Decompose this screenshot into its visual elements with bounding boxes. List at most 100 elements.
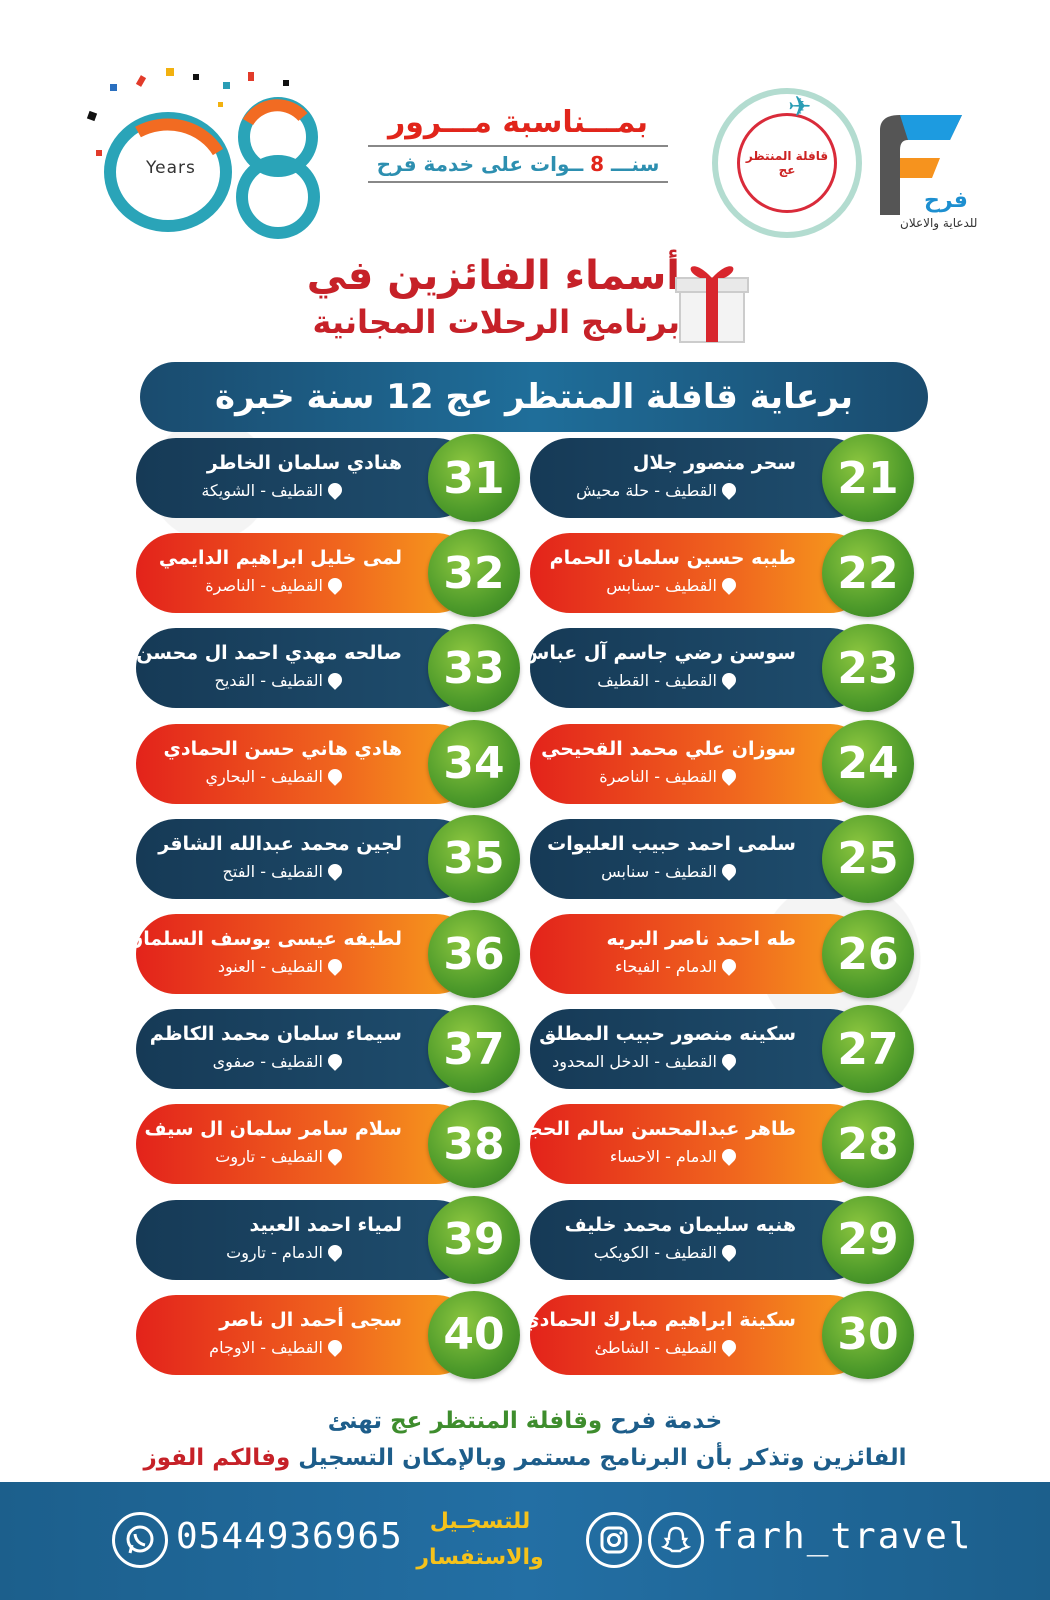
instagram-icon[interactable] bbox=[586, 1512, 642, 1568]
winner-card: سوسن رضي جاسم آل عباس القطيف - القطيف 23 bbox=[523, 624, 914, 713]
winner-pill: لجين محمد عبدالله الشاقر القطيف - الفتح bbox=[136, 818, 476, 899]
winner-location-text: القطيف - العنود bbox=[217, 957, 323, 976]
winner-pill: سوزان علي محمد القحيحي القطيف - الناصرة bbox=[530, 723, 870, 804]
winner-card: هادي هاني حسن الحمادي القطيف - البحاري 34 bbox=[136, 719, 520, 808]
location-pin-icon bbox=[719, 575, 739, 596]
page-title: أسماء الفائزين في برنامج الرحلات المجاني… bbox=[300, 250, 680, 342]
winner-location: الدمام - الاحساء bbox=[546, 1144, 796, 1170]
winner-location-text: القطيف -سنابس bbox=[606, 576, 717, 596]
location-pin-icon bbox=[719, 1146, 739, 1167]
location-pin-icon bbox=[325, 1336, 345, 1357]
social-handle[interactable]: farh_travel bbox=[712, 1516, 973, 1557]
snapchat-icon[interactable] bbox=[648, 1512, 704, 1568]
location-pin-icon bbox=[719, 1336, 739, 1357]
location-pin-icon bbox=[719, 670, 739, 691]
winner-card: طه احمد ناصر البريه الدمام - الفيحاء 26 bbox=[530, 910, 914, 998]
winner-name: طه احمد ناصر البريه bbox=[606, 928, 796, 950]
winner-name: لمى خليل ابراهيم الدايمي bbox=[158, 547, 402, 570]
winner-card: سلام سامر سلمان ال سيف القطيف - تاروت 38 bbox=[136, 1100, 520, 1189]
title-line-1: أسماء الفائزين في bbox=[306, 253, 680, 299]
winner-number-badge: 32 bbox=[428, 529, 520, 618]
brand-f-icon bbox=[880, 115, 962, 215]
location-pin-icon bbox=[719, 956, 739, 976]
winner-name: هنيه سليمان محمد خليف bbox=[564, 1213, 796, 1236]
winner-number-badge: 23 bbox=[822, 624, 914, 713]
location-pin-icon bbox=[325, 1146, 345, 1167]
occasion-banner: بمـــناسبة مـــرور سنـــ 8 ــوات على خدم… bbox=[358, 105, 678, 187]
location-pin-icon bbox=[325, 1051, 345, 1072]
winner-location: القطيف - العنود bbox=[152, 954, 402, 980]
winner-name: سكينه منصور حبيب المطلق bbox=[539, 1023, 796, 1046]
congrats-line-1-c: تهنئ bbox=[327, 1408, 391, 1434]
congrats-line-2: الفائزين وتذكر بأن البرنامج مستمر وبالإم… bbox=[0, 1438, 1050, 1478]
winner-location-text: الدمام - الفيحاء bbox=[615, 957, 717, 976]
winner-pill: سوسن رضي جاسم آل عباس القطيف - القطيف bbox=[523, 628, 870, 709]
congrats-line-1-highlight: وقافلة المنتظر عج bbox=[390, 1408, 603, 1434]
winner-name: هنادي سلمان الخاطر bbox=[206, 452, 402, 474]
location-pin-icon bbox=[325, 1241, 345, 1262]
location-pin-icon bbox=[719, 1241, 739, 1262]
winner-number-badge: 21 bbox=[822, 434, 914, 522]
winner-location-text: القطيف - الفتح bbox=[222, 861, 323, 881]
winner-card: لمياء احمد العبيد الدمام - تاروت 39 bbox=[136, 1195, 520, 1284]
winner-location: القطيف - الناصرة bbox=[546, 764, 796, 790]
winner-location-text: الدمام - تاروت bbox=[226, 1242, 323, 1262]
winner-card: طيبه حسين سلمان الحمام القطيف -سنابس 22 bbox=[530, 529, 914, 618]
winner-number-badge: 39 bbox=[428, 1195, 520, 1284]
winner-card: لجين محمد عبدالله الشاقر القطيف - الفتح 35 bbox=[136, 814, 520, 903]
winner-pill: سيماء سلمان محمد الكاظم القطيف - صفوى bbox=[136, 1009, 476, 1090]
sponsor-banner: برعاية قافلة المنتظر عج 12 سنة خبرة bbox=[140, 362, 928, 432]
winner-name: سجى أحمد ال ناصر bbox=[219, 1308, 402, 1331]
winner-pill: سكينة ابراهيم مبارك الحمادي القطيف - الشا… bbox=[522, 1294, 870, 1375]
winner-card: سلمى احمد حبيب العليوات القطيف - سنابس 25 bbox=[530, 814, 914, 903]
winner-location: القطيف - صفوى bbox=[152, 1049, 402, 1075]
whatsapp-icon[interactable] bbox=[112, 1512, 168, 1568]
congrats-line-2-highlight: وفالكم الفوز bbox=[143, 1445, 291, 1471]
congrats-line-1: خدمة فرح وقافلة المنتظر عج تهنئ bbox=[0, 1404, 1050, 1438]
winner-number-badge: 24 bbox=[822, 719, 914, 808]
phone-number[interactable]: 0544936965 bbox=[176, 1516, 403, 1557]
winner-pill: سجى أحمد ال ناصر القطيف - الاوجام bbox=[136, 1294, 476, 1375]
winner-card: سجى أحمد ال ناصر القطيف - الاوجام 40 bbox=[136, 1290, 520, 1379]
winner-name: لمياء احمد العبيد bbox=[249, 1213, 402, 1236]
winner-name: سوسن رضي جاسم آل عباس bbox=[523, 642, 796, 665]
winner-name: هادي هاني حسن الحمادي bbox=[163, 737, 402, 760]
winner-location: الدمام - تاروت bbox=[152, 1240, 402, 1266]
airplane-icon: ✈ bbox=[788, 90, 812, 123]
winner-location: الدمام - الفيحاء bbox=[546, 954, 796, 980]
winner-pill: طيبه حسين سلمان الحمام القطيف -سنابس bbox=[530, 533, 870, 614]
winner-number-badge: 38 bbox=[428, 1100, 520, 1189]
brand-tagline: للدعاية والاعلان bbox=[900, 216, 978, 230]
partner-logo-ring: قافلة المنتظر عج bbox=[737, 113, 837, 213]
winner-location-text: القطيف - الناصرة bbox=[205, 576, 323, 596]
winner-location: القطيف - الناصرة bbox=[152, 573, 402, 599]
winner-name: سلام سامر سلمان ال سيف bbox=[144, 1118, 403, 1141]
location-pin-icon bbox=[325, 575, 345, 596]
winner-pill: طاهر عبدالمحسن سالم الحجاب الدمام - الاحس… bbox=[503, 1104, 870, 1185]
divider bbox=[368, 181, 668, 183]
winner-location-text: القطيف - الدخل المحدود bbox=[552, 1052, 717, 1072]
winner-number-badge: 29 bbox=[822, 1195, 914, 1284]
winner-location: القطيف - تاروت bbox=[152, 1144, 402, 1170]
winner-number-badge: 40 bbox=[428, 1290, 520, 1379]
winner-number-badge: 37 bbox=[428, 1005, 520, 1094]
winner-number-badge: 31 bbox=[428, 434, 520, 522]
location-pin-icon bbox=[325, 765, 345, 786]
location-pin-icon bbox=[325, 670, 345, 691]
location-pin-icon bbox=[719, 765, 739, 786]
winner-location: القطيف -سنابس bbox=[546, 573, 796, 599]
winner-pill: هادي هاني حسن الحمادي القطيف - البحاري bbox=[136, 723, 476, 804]
winner-location: القطيف - القديح bbox=[152, 668, 402, 694]
occasion-line-2-suffix: ــوات على خدمة فرح bbox=[376, 152, 584, 176]
winner-location-text: القطيف - تاروت bbox=[215, 1147, 323, 1167]
location-pin-icon bbox=[719, 1051, 739, 1072]
winner-number-badge: 28 bbox=[822, 1100, 914, 1189]
winner-location-text: القطيف - القديح bbox=[214, 671, 323, 691]
winner-name: لطيفه عيسى يوسف السلمان bbox=[127, 928, 402, 950]
brand-name: فرح bbox=[924, 188, 968, 213]
partner-logo: ✈ قافلة المنتظر عج bbox=[712, 88, 862, 238]
winner-location-text: القطيف - القطيف bbox=[597, 671, 717, 691]
winner-pill: طه احمد ناصر البريه الدمام - الفيحاء bbox=[530, 914, 870, 994]
winner-location: القطيف - البحاري bbox=[152, 764, 402, 790]
